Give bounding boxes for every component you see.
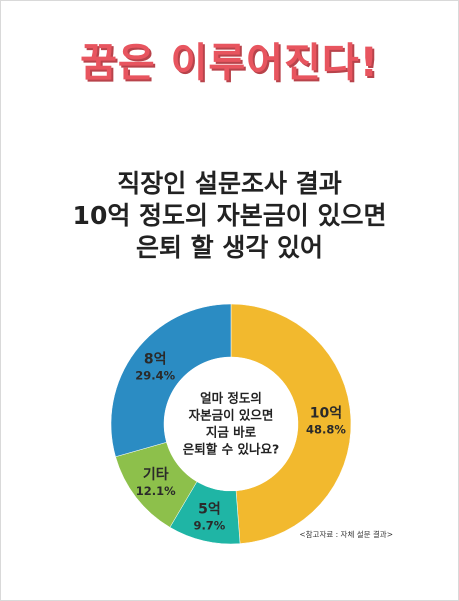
slice-label: 5억 [198,502,221,518]
slice-value-label: 12.1% [136,484,176,498]
center-question-line: 자본금이 있으면 [189,408,274,423]
slice-value-label: 48.8% [306,422,346,436]
chart-subtitle: 직장인 설문조사 결과 10억 정도의 자본금이 있으면 은퇴 할 생각 있어 [0,168,459,264]
source-note: <참고자료 : 자체 설문 결과> [299,530,393,539]
center-question-line: 은퇴할 수 있나요? [183,442,279,457]
center-question-line: 지금 바로 [206,425,257,440]
subtitle-line-3: 은퇴 할 생각 있어 [135,233,324,262]
slice-label: 8억 [144,352,167,368]
slice-label: 기타 [143,467,169,483]
subtitle-line-2: 10억 정도의 자본금이 있으면 [72,201,387,230]
slice-label: 10억 [310,405,342,421]
center-question-line: 얼마 정도의 [200,391,262,406]
slice-value-label: 9.7% [193,519,225,533]
slice-value-label: 29.4% [135,369,175,383]
headline: 꿈은 이루어진다! [80,40,379,86]
subtitle-line-1: 직장인 설문조사 결과 [117,169,342,198]
donut-center [164,357,298,491]
slice-10억 [230,303,352,544]
